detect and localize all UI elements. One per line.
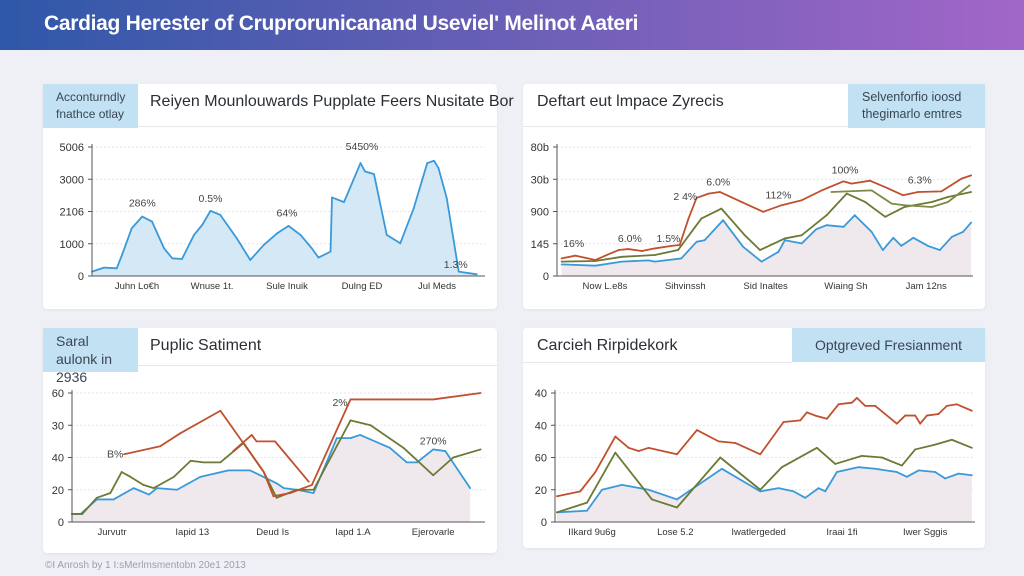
header-bar: Cardiag Herester of Cruprorunicanand Use… — [0, 0, 1024, 50]
page-title: Cardiag Herester of Cruprorunicanand Use… — [44, 12, 639, 35]
card-tag: Acconturndly fnathce otlay — [43, 84, 138, 128]
chart-title: Deftart eut lmpace Zyrecis — [537, 93, 724, 110]
chart-card-4: Optgreved Fresianment Carcieh Rirpidekor… — [523, 328, 985, 548]
chart-title: Reiyen Mounlouwards Pupplate Feers Nusit… — [150, 93, 514, 110]
card-divider — [523, 126, 848, 127]
chart-card-3: Saral aulonk in 2936 Puplic Satiment — [43, 328, 497, 553]
card-divider — [138, 365, 497, 366]
card-tag: Optgreved Fresianment — [792, 328, 985, 362]
footer-credit: ©I Anrosh by 1 I:sMerlmsmentobn 20e1 201… — [45, 560, 246, 571]
card-tag: Saral aulonk in 2936 — [43, 328, 138, 385]
card-tag: Selvenforfio ioosd thegimarlo emtres — [848, 84, 985, 128]
chart-title: Carcieh Rirpidekork — [537, 337, 678, 354]
card-divider — [523, 362, 792, 363]
chart-title: Puplic Satiment — [150, 337, 262, 354]
card-divider — [138, 126, 497, 127]
chart-card-2: Selvenforfio ioosd thegimarlo emtres Def… — [523, 84, 985, 309]
chart-card-1: Acconturndly fnathce otlay Reiyen Mounlo… — [43, 84, 514, 309]
